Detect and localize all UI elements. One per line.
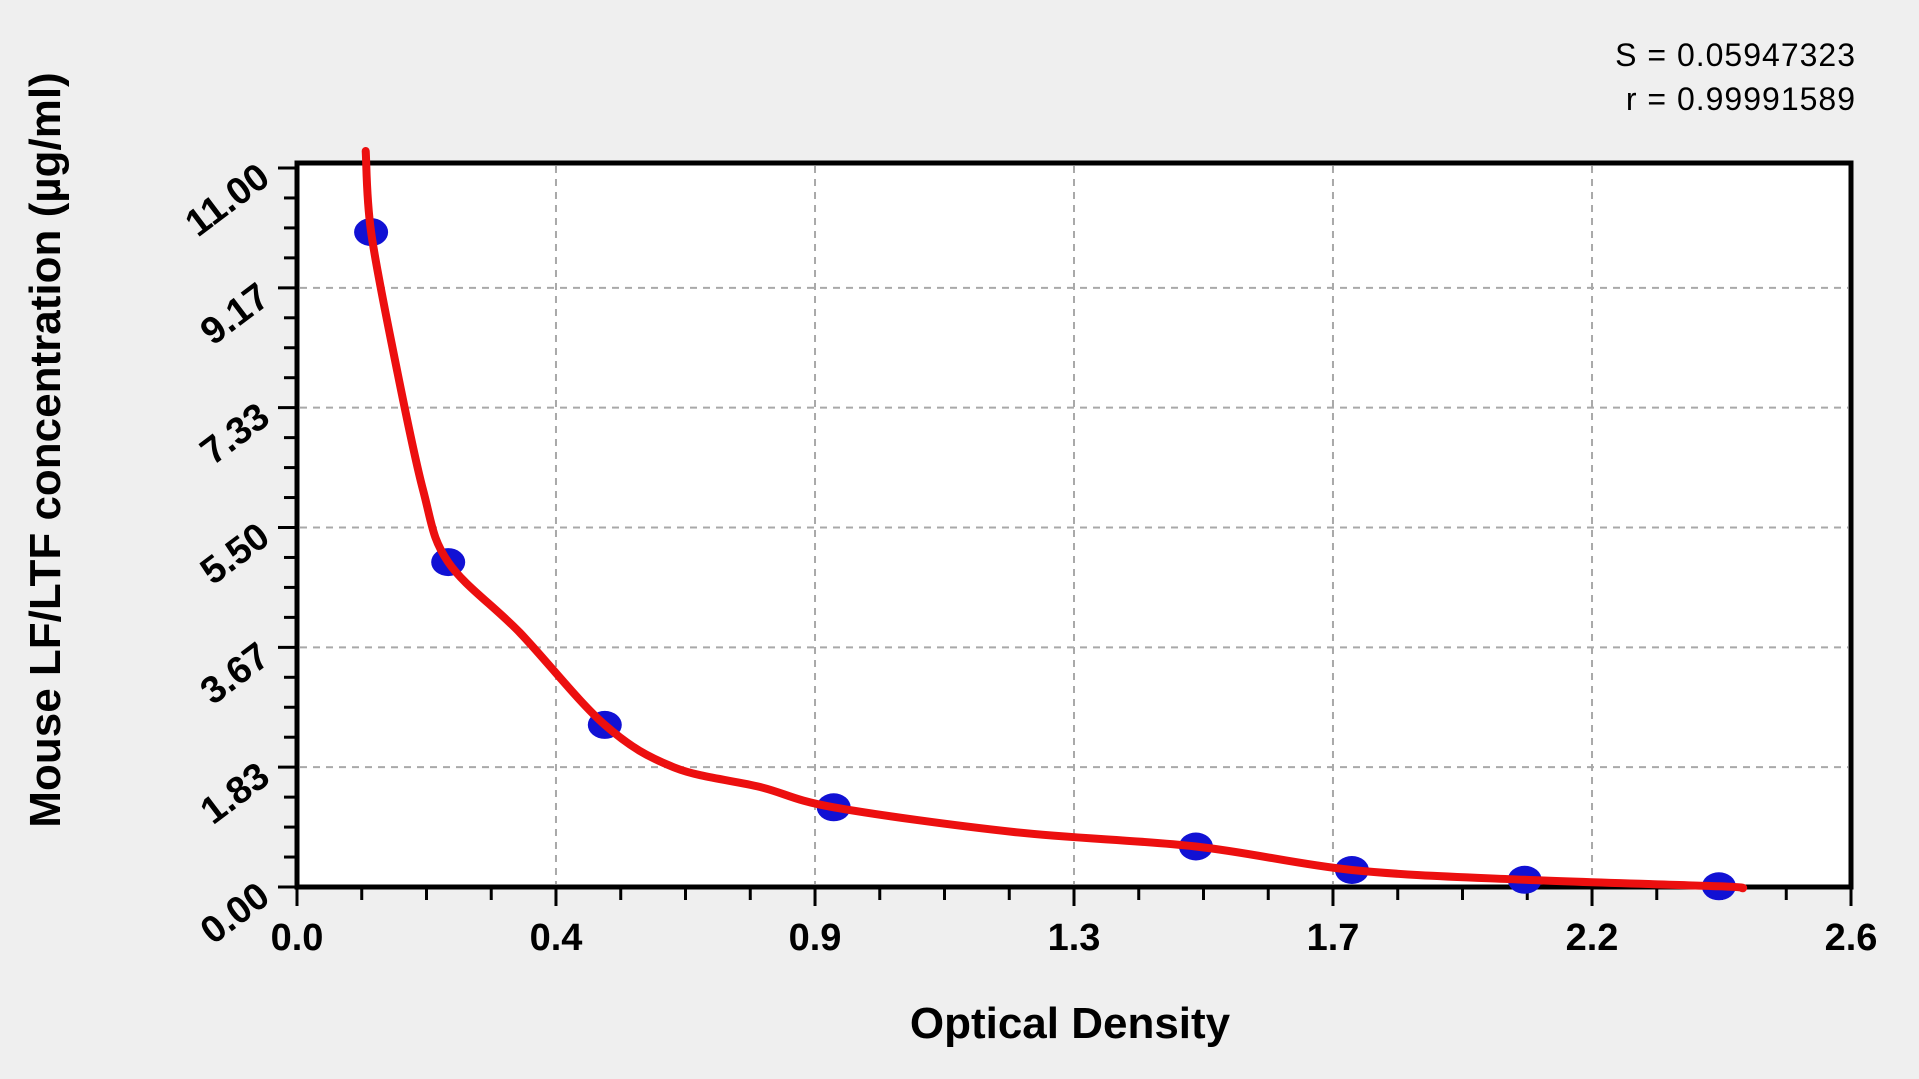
stat-s-value: S = 0.05947323 <box>1615 37 1856 73</box>
stat-r-value: r = 0.99991589 <box>1626 81 1856 117</box>
gridlines <box>300 166 1848 884</box>
y-tick-label: 0.00 <box>193 875 277 953</box>
x-axis-title: Optical Density <box>910 999 1231 1048</box>
x-tick-labels: 0.0 0.4 0.9 1.3 1.7 2.2 2.6 <box>271 917 1878 959</box>
x-tick-label: 2.6 <box>1825 917 1878 959</box>
x-tick-label: 2.2 <box>1566 917 1619 959</box>
fit-curve-line <box>361 147 1748 893</box>
y-tick-label: 11.00 <box>178 156 278 246</box>
x-tick-label: 1.7 <box>1307 917 1360 959</box>
y-tick-labels: 0.00 1.83 3.67 5.50 7.33 9.17 11.00 <box>178 156 278 953</box>
plot-border <box>294 160 1854 890</box>
y-tick-label: 5.50 <box>193 515 277 593</box>
x-tick-label: 0.4 <box>530 917 583 959</box>
y-tick-label: 1.83 <box>193 755 277 833</box>
y-tick-label: 7.33 <box>193 395 277 473</box>
y-tick-label: 3.67 <box>193 635 277 713</box>
axis-ticks <box>278 166 1853 906</box>
x-tick-label: 1.3 <box>1048 917 1101 959</box>
y-axis-title: Mouse LF/LTF concentration (µg/ml) <box>21 72 70 827</box>
x-tick-label: 0.9 <box>789 917 842 959</box>
y-tick-label: 9.17 <box>193 275 277 353</box>
x-tick-label: 0.0 <box>271 917 324 959</box>
